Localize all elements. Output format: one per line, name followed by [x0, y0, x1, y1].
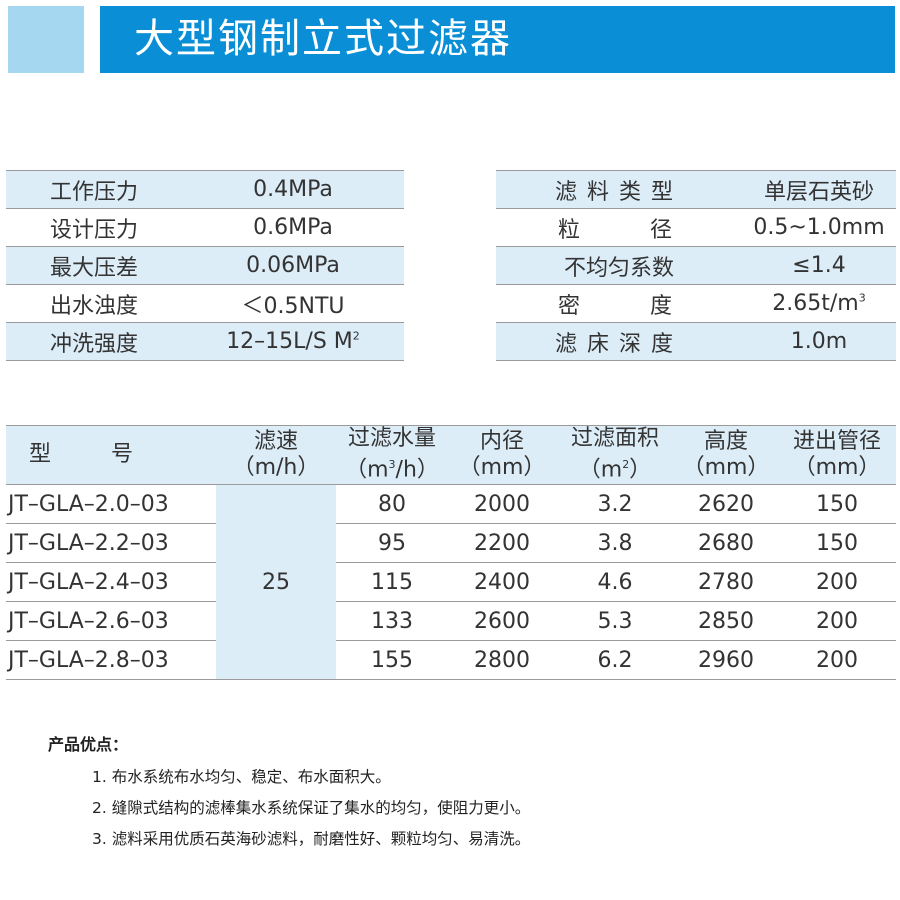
right-spec-table: 滤料类型 单层石英砂 粒径 0.5~1.0mm 不均匀系数 ≤1.4 密度 2.… — [496, 170, 896, 361]
header-area: 过滤面积 （m2） — [556, 425, 674, 485]
cell-pipe: 200 — [778, 640, 896, 680]
spec-row: 最大压差 0.06MPa — [6, 246, 404, 285]
cell-area: 6.2 — [556, 640, 674, 680]
cell-model: JT–GLA–2.4–03 — [6, 562, 216, 602]
spec-value: 0.6MPa — [182, 208, 404, 247]
cell-area: 5.3 — [556, 601, 674, 641]
header-accent-square — [8, 6, 84, 73]
cell-diameter: 2000 — [448, 484, 556, 524]
spec-label: 最大压差 — [6, 246, 182, 285]
header-height: 高度 （mm） — [674, 425, 778, 485]
cell-model: JT–GLA–2.6–03 — [6, 601, 216, 641]
cell-area: 3.2 — [556, 484, 674, 524]
model-table: 型号 滤速 （m/h） 过滤水量 （m3/h） 内径 （mm） 过滤面积 （m2） 高度… — [6, 425, 896, 680]
cell-model: JT–GLA–2.8–03 — [6, 640, 216, 680]
spec-value: ≤1.4 — [742, 246, 896, 285]
cell-flow: 155 — [336, 640, 448, 680]
advantage-item: 2. 缝隙式结构的滤棒集水系统保证了集水的均匀，使阻力更小。 — [92, 799, 531, 817]
cell-area: 3.8 — [556, 523, 674, 563]
cell-pipe: 200 — [778, 562, 896, 602]
spec-row: 工作压力 0.4MPa — [6, 170, 404, 209]
spec-label: 冲洗强度 — [6, 322, 182, 361]
spec-value-main: 2.65t/m — [772, 291, 859, 316]
spec-label: 滤料类型 — [496, 170, 743, 209]
advantage-item: 3. 滤料采用优质石英海砂滤料，耐磨性好、颗粒均匀、易清洗。 — [92, 830, 531, 848]
spec-value-main: 12–15L/S M — [226, 329, 353, 354]
header-bar: 大型钢制立式过滤器 — [100, 6, 895, 73]
cell-height: 2960 — [674, 640, 778, 680]
spec-value-sup: 3 — [858, 291, 866, 305]
spec-row: 粒径 0.5~1.0mm — [496, 208, 896, 247]
spec-row: 出水浊度 ＜0.5NTU — [6, 284, 404, 323]
advantages-title: 产品优点： — [48, 735, 129, 754]
spec-value: 2.65t/m3 — [742, 284, 896, 323]
spec-value: 12–15L/S M2 — [182, 322, 404, 361]
cell-flow: 133 — [336, 601, 448, 641]
spec-value: 0.5~1.0mm — [742, 208, 896, 247]
cell-model: JT–GLA–2.2–03 — [6, 523, 216, 563]
cell-flow: 95 — [336, 523, 448, 563]
cell-height: 2850 — [674, 601, 778, 641]
header-pipe: 进出管径 （mm） — [778, 425, 896, 485]
spec-row: 滤料类型 单层石英砂 — [496, 170, 896, 209]
table-row: JT–GLA–2.8–03 155 2800 6.2 2960 200 — [6, 640, 896, 680]
spec-row: 冲洗强度 12–15L/S M2 — [6, 322, 404, 361]
left-spec-table: 工作压力 0.4MPa 设计压力 0.6MPa 最大压差 0.06MPa 出水浊… — [6, 170, 404, 361]
spec-value: ＜0.5NTU — [182, 284, 404, 323]
table-row: JT–GLA–2.6–03 133 2600 5.3 2850 200 — [6, 601, 896, 641]
cell-pipe: 150 — [778, 523, 896, 563]
spec-label: 滤床深度 — [496, 322, 743, 361]
spec-row: 设计压力 0.6MPa — [6, 208, 404, 247]
cell-speed: 25 — [216, 484, 336, 680]
spec-value: 0.06MPa — [182, 246, 404, 285]
spec-row: 滤床深度 1.0m — [496, 322, 896, 361]
table-row: JT–GLA–2.4–03 115 2400 4.6 2780 200 — [6, 562, 896, 602]
cell-diameter: 2600 — [448, 601, 556, 641]
spec-row: 密度 2.65t/m3 — [496, 284, 896, 323]
cell-diameter: 2400 — [448, 562, 556, 602]
spec-label: 粒径 — [496, 208, 743, 247]
cell-flow: 80 — [336, 484, 448, 524]
page-title: 大型钢制立式过滤器 — [134, 16, 512, 62]
header-flow: 过滤水量 （m3/h） — [336, 425, 448, 485]
header-speed: 滤速 （m/h） — [216, 425, 336, 485]
spec-value: 单层石英砂 — [742, 170, 896, 209]
cell-pipe: 150 — [778, 484, 896, 524]
spec-value-sup: 2 — [352, 329, 360, 343]
spec-value: 1.0m — [742, 322, 896, 361]
spec-value: 0.4MPa — [182, 170, 404, 209]
table-header-row: 型号 滤速 （m/h） 过滤水量 （m3/h） 内径 （mm） 过滤面积 （m2） 高度… — [6, 425, 896, 485]
cell-height: 2620 — [674, 484, 778, 524]
advantage-item: 1. 布水系统布水均匀、稳定、布水面积大。 — [92, 768, 391, 786]
cell-height: 2680 — [674, 523, 778, 563]
spec-label: 密度 — [496, 284, 743, 323]
cell-diameter: 2800 — [448, 640, 556, 680]
spec-label: 不均匀系数 — [496, 246, 743, 285]
spec-label: 设计压力 — [6, 208, 182, 247]
table-row: JT–GLA–2.0–03 25 80 2000 3.2 2620 150 — [6, 484, 896, 680]
advantages-list: 1. 布水系统布水均匀、稳定、布水面积大。 2. 缝隙式结构的滤棒集水系统保证了… — [92, 762, 530, 855]
table-row: JT–GLA–2.2–03 95 2200 3.8 2680 150 — [6, 523, 896, 563]
spec-row: 不均匀系数 ≤1.4 — [496, 246, 896, 285]
spec-label: 工作压力 — [6, 170, 182, 209]
header-diameter: 内径 （mm） — [448, 425, 556, 485]
spec-label: 出水浊度 — [6, 284, 182, 323]
cell-height: 2780 — [674, 562, 778, 602]
cell-model: JT–GLA–2.0–03 — [6, 484, 216, 524]
cell-pipe: 200 — [778, 601, 896, 641]
cell-area: 4.6 — [556, 562, 674, 602]
cell-diameter: 2200 — [448, 523, 556, 563]
header-model: 型号 — [6, 425, 216, 485]
cell-flow: 115 — [336, 562, 448, 602]
